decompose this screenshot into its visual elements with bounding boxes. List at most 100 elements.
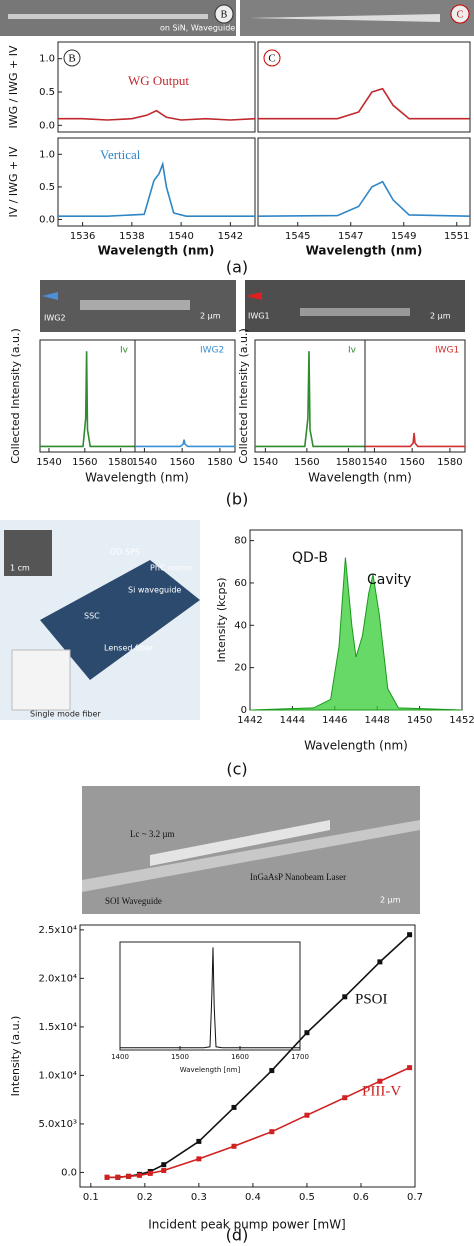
x-tick-label: 1540 [253,457,278,468]
arrow-label: IWG1 [248,312,270,321]
illustration-label: PhC mirror [150,564,193,573]
x-tick-label: 1450 [407,715,432,726]
label-circle [63,49,81,67]
plot-frame [79,924,416,1188]
x-tick-label: 1500 [171,1053,189,1061]
y-tick-label: 0.5 [39,87,55,98]
y-tick-label: 2.5x10⁴ [38,925,77,936]
x-tick-label: 1444 [280,715,305,726]
x-tick-label: 1551 [444,231,469,242]
annotation: Vertical [100,147,141,162]
corner-label: C [268,53,275,65]
line [365,432,465,448]
illustration-label: QD SPS [110,548,140,557]
marker [231,1104,237,1110]
y-tick-label: 1.0x10⁴ [38,1070,77,1081]
y-axis-label: Collected Intensity (a.u.) [9,328,22,464]
x-axis-label: Wavelength (nm) [98,244,215,258]
marker [196,1138,202,1144]
y-tick-label: 1.0 [39,149,55,160]
line [255,351,365,448]
x-tick-label: 1560 [72,457,97,468]
x-axis-label: Wavelength (nm) [85,471,189,485]
label-circle [263,49,281,67]
x-tick-label: 1560 [169,457,194,468]
legend-label: PIII-V [362,1083,401,1099]
marker [161,1162,167,1168]
x-axis-label: Wavelength (nm) [306,244,423,258]
y-tick-label: 0.0 [39,120,55,131]
y-tick-label: 0.5 [39,182,55,193]
illustration-label: SSC [84,612,100,621]
y-tick-label: 0.0 [39,214,55,225]
panel-label: (b) [226,490,249,509]
x-tick-label: 0.1 [83,1192,99,1203]
marker [147,1170,153,1176]
line [107,934,411,1179]
scale-bar: 2 µm [380,896,401,905]
x-tick-label: 0.4 [245,1192,261,1203]
x-tick-label: 1442 [237,715,262,726]
plot-frame [364,339,466,453]
y-tick-label: 40 [234,620,247,631]
sem-label: C [457,9,464,20]
corner-label: B [68,53,75,65]
illustration-label: 1 cm [10,564,30,573]
x-tick-label: 1549 [391,231,416,242]
y-tick-label: 20 [234,663,247,674]
annotation: QD-B [292,550,328,566]
sem-label: Lc ~ 3.2 µm [130,829,175,839]
line [257,180,471,217]
x-axis-label: Wavelength (nm) [308,471,412,485]
annotation: Iv [348,346,357,356]
plot-frame [119,941,301,1051]
x-tick-label: 1540 [132,457,157,468]
y-tick-label: 80 [234,536,247,547]
sem-label: SOI Waveguide [105,896,162,906]
y-axis-label: Collected Intensity (a.u.) [237,328,250,464]
waveguide [82,820,420,892]
y-tick-label: 0.0 [61,1167,77,1178]
marker [269,1129,275,1135]
y-tick-label: 60 [234,578,247,589]
x-tick-label: 0.6 [353,1192,369,1203]
x-tick-label: 1540 [168,231,193,242]
y-tick-label: 1.0 [39,54,55,65]
x-tick-label: 1452 [449,715,474,726]
plot-frame [57,41,256,133]
sem-label: B [221,9,228,20]
marker [269,1068,275,1074]
panel-label: (a) [226,258,248,277]
marker [377,1078,383,1084]
x-tick-label: 1540 [36,457,61,468]
y-tick-label: 0 [241,705,247,716]
x-tick-label: 1580 [437,457,462,468]
x-tick-label: 0.2 [137,1192,153,1203]
x-tick-label: 1448 [364,715,389,726]
marker [104,1174,110,1180]
annotation: Iv [120,346,129,356]
arrow [42,292,58,300]
annotation: IWG2 [200,346,224,356]
illustration-label: Si waveguide [128,586,181,595]
marker [407,1065,413,1071]
fiber-holder [11,649,71,711]
y-axis-label: Intensity (a.u.) [9,1016,22,1097]
y-tick-label: 1.5x10⁴ [38,1022,77,1033]
area [249,557,463,711]
marker [196,1156,202,1162]
y-axis-label: Intensity (kcps) [215,577,228,662]
marker [126,1173,132,1179]
marker [304,1030,310,1036]
y-tick-label: 5.0x10³ [38,1119,77,1130]
scale-bar: 2 µm [430,312,451,321]
annotation: WG Output [128,73,189,88]
x-tick-label: 0.7 [407,1192,423,1203]
x-tick-label: 1560 [399,457,424,468]
nanobeam [300,308,410,316]
x-tick-label: 1536 [70,231,95,242]
marker [377,959,383,965]
arrow [246,292,262,300]
plot-frame [257,137,471,227]
line [120,947,300,1049]
